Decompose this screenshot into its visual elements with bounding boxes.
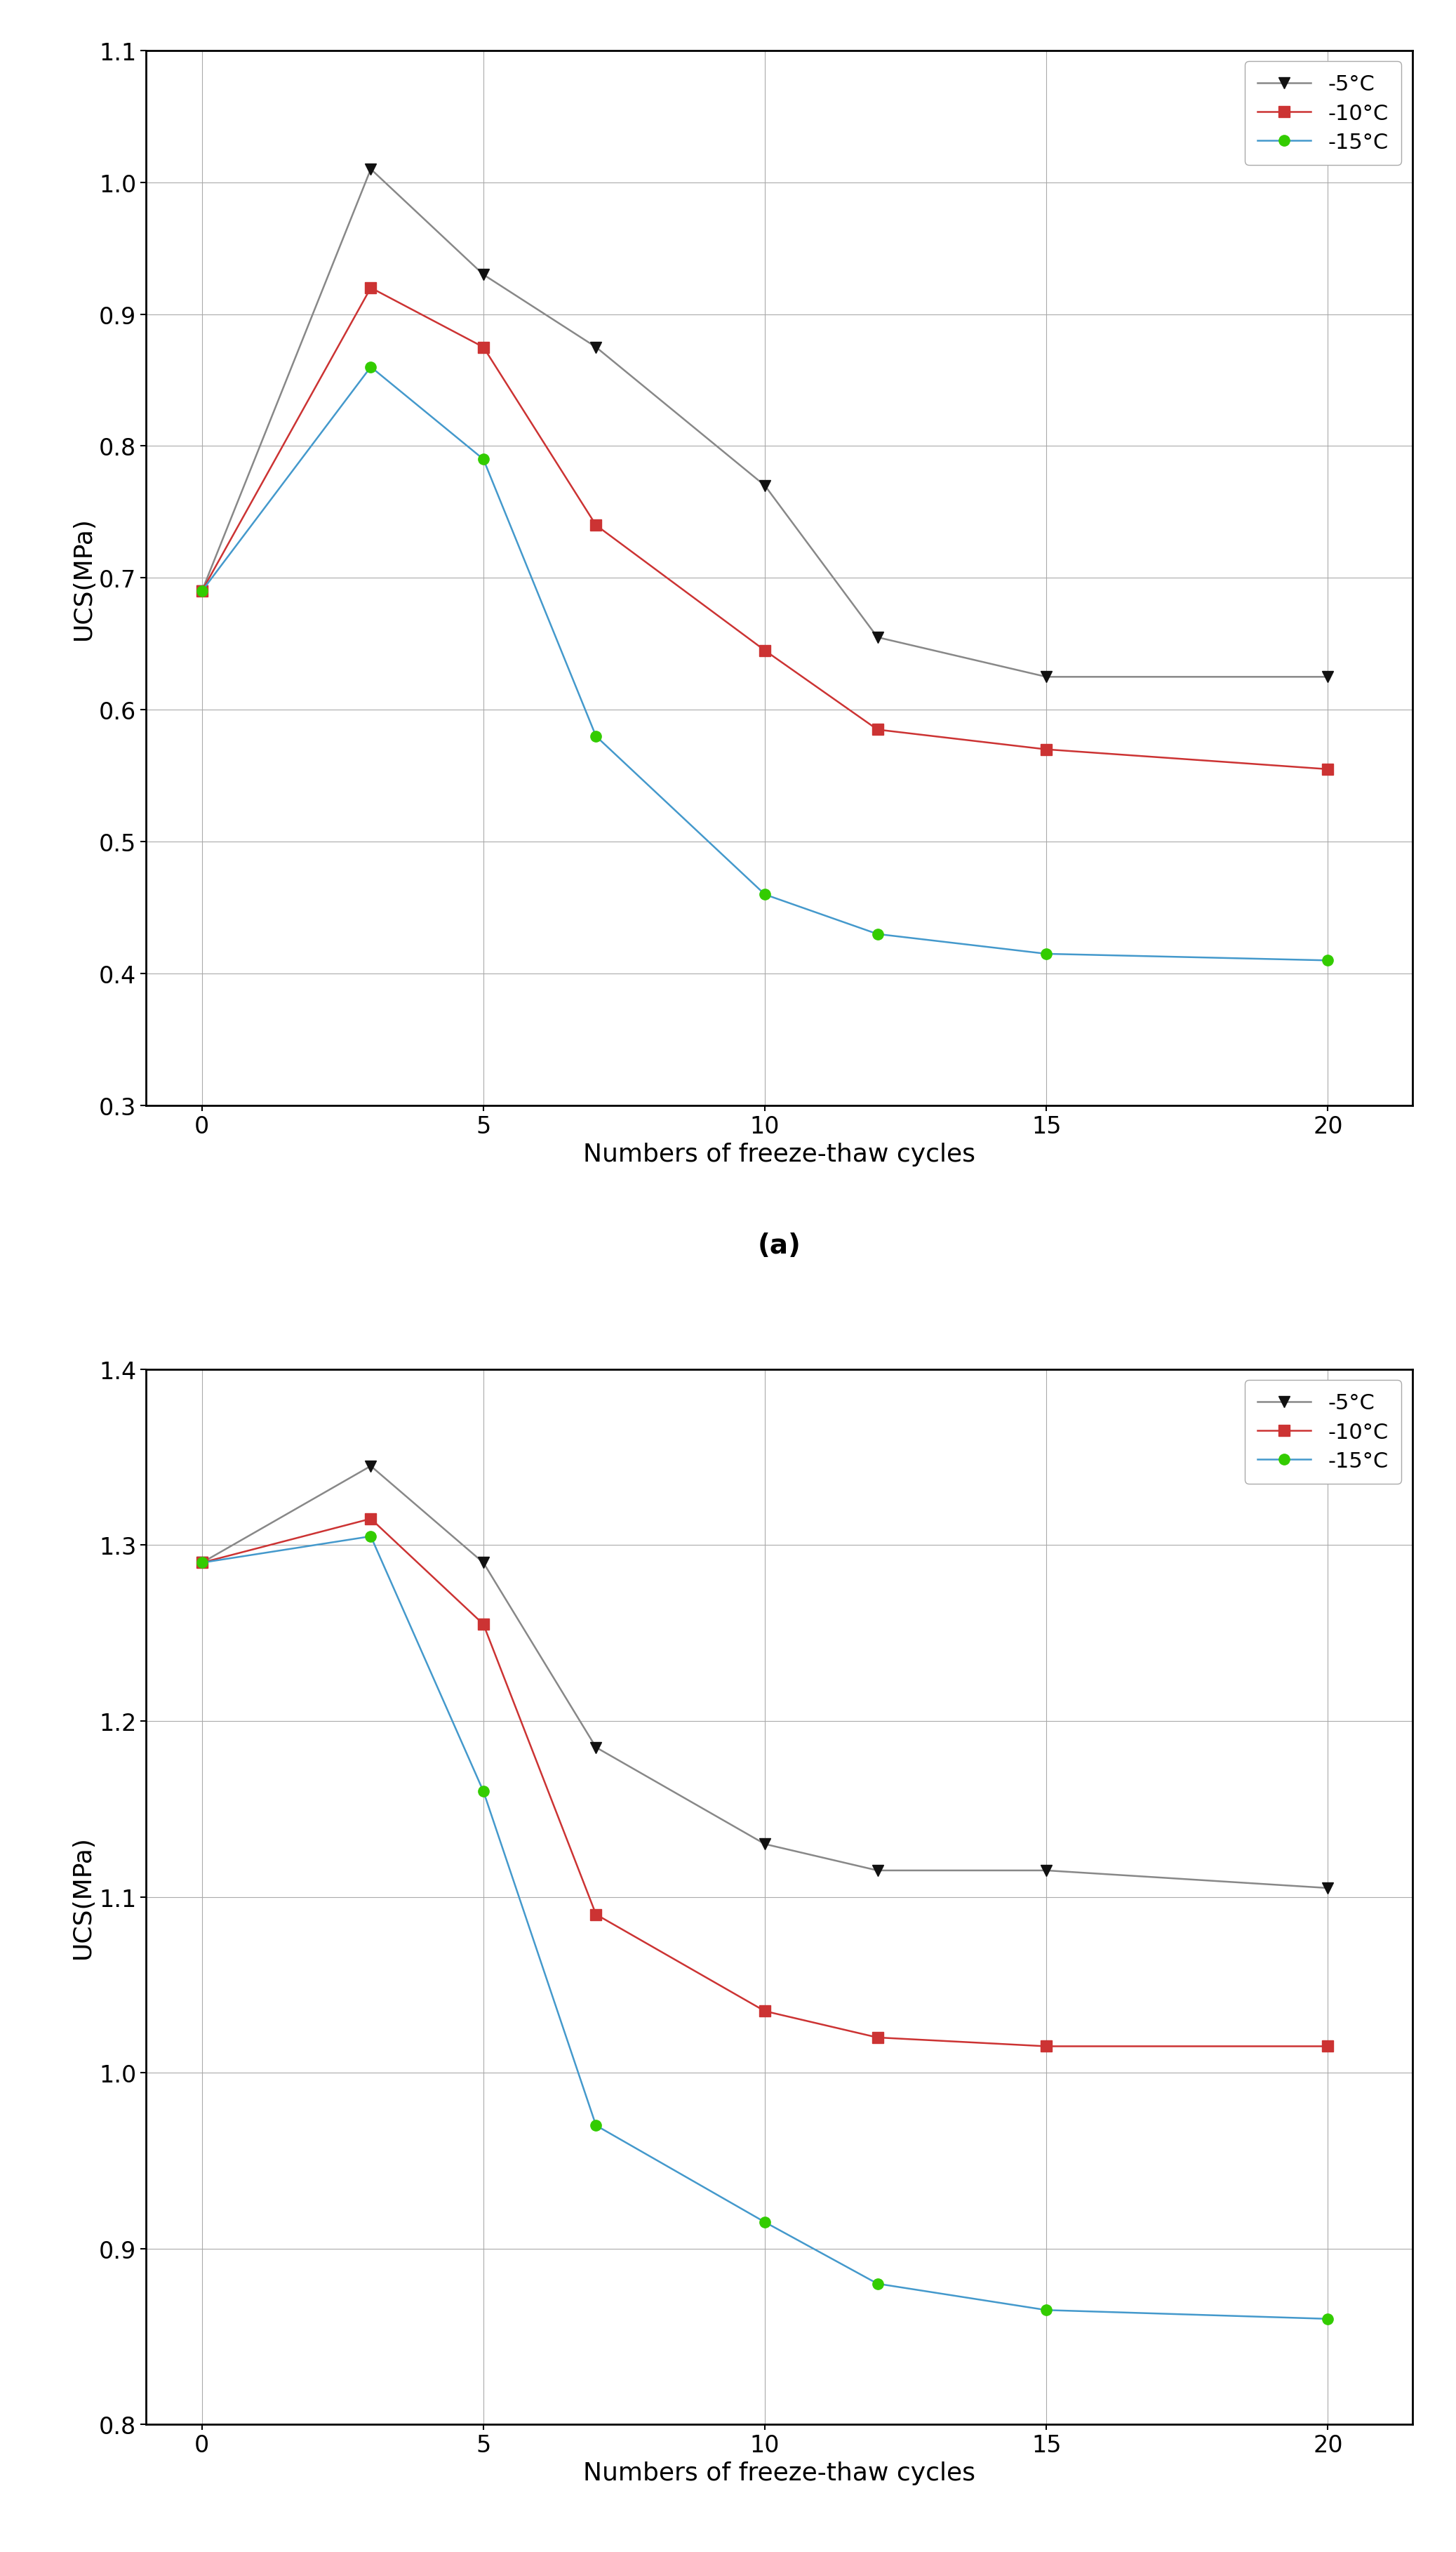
-10°C bbox=[869, 715, 887, 745]
-5°C bbox=[869, 1855, 887, 1886]
-15°C bbox=[756, 2207, 773, 2238]
-15°C bbox=[194, 1547, 211, 1577]
-15°C bbox=[475, 444, 492, 475]
-15°C bbox=[363, 1521, 380, 1552]
-10°C bbox=[475, 1610, 492, 1641]
-10°C bbox=[1038, 735, 1056, 766]
-15°C bbox=[869, 2269, 887, 2299]
Legend: -5°C, -10°C, -15°C: -5°C, -10°C, -15°C bbox=[1245, 1381, 1402, 1485]
-10°C bbox=[194, 1547, 211, 1577]
-5°C bbox=[194, 1547, 211, 1577]
Line: -5°C: -5°C bbox=[197, 1460, 1334, 1894]
-10°C bbox=[1319, 2031, 1337, 2062]
-10°C bbox=[756, 635, 773, 666]
-15°C bbox=[194, 577, 211, 607]
-10°C bbox=[194, 577, 211, 607]
-10°C bbox=[1038, 2031, 1056, 2062]
-10°C bbox=[756, 1996, 773, 2026]
-15°C bbox=[1319, 947, 1337, 977]
-15°C bbox=[587, 2111, 604, 2141]
-5°C bbox=[475, 1547, 492, 1577]
X-axis label: Numbers of freeze-thaw cycles: Numbers of freeze-thaw cycles bbox=[582, 1143, 976, 1166]
X-axis label: Numbers of freeze-thaw cycles: Numbers of freeze-thaw cycles bbox=[582, 2460, 976, 2486]
-5°C bbox=[756, 472, 773, 503]
Y-axis label: UCS(MPa): UCS(MPa) bbox=[71, 516, 95, 641]
-10°C bbox=[587, 510, 604, 541]
-5°C bbox=[363, 156, 380, 186]
-10°C bbox=[363, 1503, 380, 1534]
-15°C bbox=[587, 722, 604, 753]
-5°C bbox=[756, 1830, 773, 1860]
-5°C bbox=[1038, 661, 1056, 692]
Line: -5°C: -5°C bbox=[197, 163, 1334, 684]
-10°C bbox=[363, 273, 380, 304]
-15°C bbox=[1038, 2294, 1056, 2325]
-5°C bbox=[363, 1452, 380, 1483]
-5°C bbox=[1038, 1855, 1056, 1886]
-15°C bbox=[475, 1776, 492, 1807]
-5°C bbox=[869, 623, 887, 653]
Line: -15°C: -15°C bbox=[197, 362, 1334, 967]
Text: (a): (a) bbox=[757, 1233, 801, 1258]
-5°C bbox=[475, 260, 492, 291]
-15°C bbox=[1319, 2304, 1337, 2335]
-5°C bbox=[1319, 661, 1337, 692]
-15°C bbox=[1038, 939, 1056, 970]
-10°C bbox=[869, 2021, 887, 2052]
-10°C bbox=[1319, 755, 1337, 786]
-10°C bbox=[587, 1899, 604, 1929]
-15°C bbox=[869, 919, 887, 949]
-5°C bbox=[587, 332, 604, 362]
-15°C bbox=[756, 880, 773, 911]
-10°C bbox=[475, 332, 492, 362]
Legend: -5°C, -10°C, -15°C: -5°C, -10°C, -15°C bbox=[1245, 61, 1402, 166]
-15°C bbox=[363, 352, 380, 383]
Line: -10°C: -10°C bbox=[197, 1513, 1334, 2052]
-5°C bbox=[1319, 1873, 1337, 1904]
Line: -10°C: -10°C bbox=[197, 283, 1334, 776]
Y-axis label: UCS(MPa): UCS(MPa) bbox=[71, 1835, 95, 1960]
Line: -15°C: -15°C bbox=[197, 1531, 1334, 2325]
-5°C bbox=[587, 1733, 604, 1763]
-5°C bbox=[194, 577, 211, 607]
